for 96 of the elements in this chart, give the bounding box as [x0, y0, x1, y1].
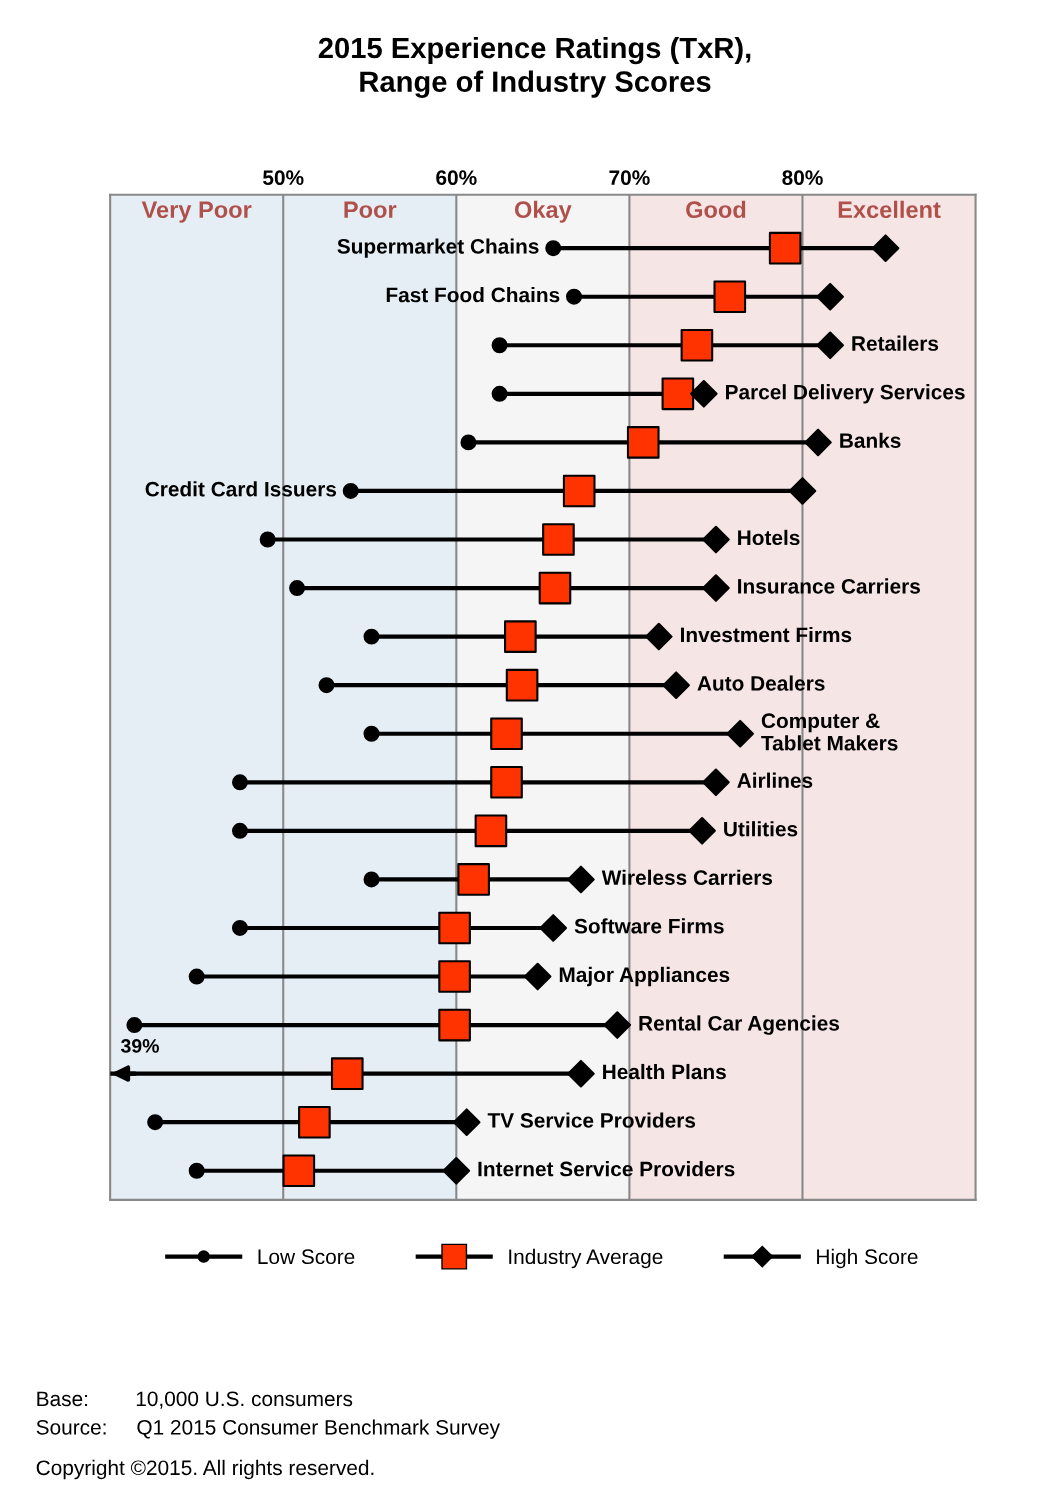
point — [702, 525, 730, 554]
point — [282, 1154, 316, 1188]
chart-title: 2015 Experience Ratings (TxR), Range of Industry Scores — [318, 36, 751, 98]
point — [318, 677, 335, 694]
y-tick-label: Hotels — [738, 529, 800, 546]
point — [816, 282, 844, 311]
text: Copyright ©2015. All rights reserved. — [36, 1459, 374, 1480]
band-label: Poor — [344, 201, 397, 219]
point — [523, 962, 552, 991]
point — [491, 385, 508, 402]
point — [452, 1108, 481, 1137]
point — [363, 871, 380, 888]
band-label: Okay — [514, 200, 572, 223]
point — [661, 377, 695, 411]
x-tick-label: 80% — [782, 170, 823, 186]
legend-label: Low Score — [258, 1249, 355, 1265]
x-tick-label: 50% — [263, 170, 304, 186]
point — [363, 725, 380, 742]
point — [688, 817, 716, 845]
point — [626, 426, 660, 459]
y-tick-label: Wireless Carriers — [601, 869, 773, 886]
band-label: Excellent — [838, 200, 941, 219]
y-tick-label: Computer & Tablet Makers — [761, 713, 898, 751]
point — [363, 628, 380, 645]
legend-label: Industry Average — [509, 1248, 663, 1269]
point — [188, 1162, 205, 1179]
y-tick-label: Retailers — [852, 335, 939, 351]
y-tick-label: Insurance Carriers — [738, 578, 920, 594]
point — [726, 719, 754, 748]
y-tick-label: Parcel Delivery Services — [725, 384, 965, 404]
legend-label: High Score — [817, 1248, 918, 1269]
text: Base: 10,000 U.S. consumers — [37, 1391, 353, 1409]
point — [490, 765, 523, 799]
point — [438, 960, 471, 993]
band-label: Very Poor — [141, 201, 252, 223]
x-tick-label: 60% — [436, 170, 477, 186]
y-tick-label: Banks — [840, 432, 901, 448]
point — [231, 919, 248, 936]
point — [566, 288, 582, 305]
point — [662, 671, 690, 699]
point — [538, 571, 572, 605]
point — [231, 822, 248, 839]
point — [545, 240, 562, 257]
point — [147, 1114, 164, 1131]
y-tick-label: Supermarket Chains — [337, 238, 539, 258]
point — [330, 1057, 364, 1090]
point — [539, 914, 568, 942]
point — [567, 1059, 595, 1088]
point — [342, 482, 359, 499]
point — [567, 865, 595, 894]
y-tick-label: Utilities — [724, 821, 798, 837]
x-tick-label: 70% — [609, 170, 650, 186]
y-tick-label: Auto Dealers — [697, 675, 825, 691]
y-tick-label: Software Firms — [574, 918, 724, 934]
point — [680, 328, 714, 362]
point — [562, 474, 596, 508]
point — [491, 337, 508, 354]
point — [442, 1156, 471, 1185]
point — [231, 774, 248, 791]
point — [126, 1017, 143, 1034]
point — [603, 1011, 632, 1039]
annotation: 39% — [120, 1039, 159, 1053]
point — [542, 523, 575, 556]
y-tick-label: Rental Car Agencies — [639, 1015, 840, 1035]
y-tick-label: Investment Firms — [680, 626, 852, 643]
point — [702, 768, 730, 797]
point — [460, 434, 477, 451]
band-label: Good — [686, 200, 746, 219]
y-tick-label: Fast Food Chains — [386, 287, 560, 303]
point — [474, 814, 508, 848]
y-tick-label: Credit Card Issuers — [145, 481, 337, 497]
point — [713, 280, 747, 314]
point — [690, 380, 718, 408]
y-tick-label: TV Service Providers — [487, 1112, 696, 1128]
point — [490, 717, 523, 751]
point — [298, 1105, 331, 1139]
point — [768, 231, 802, 265]
point — [188, 968, 205, 985]
point — [505, 668, 539, 702]
point — [457, 863, 490, 896]
point — [788, 477, 817, 505]
point — [804, 428, 832, 457]
point — [289, 580, 306, 597]
point — [504, 620, 537, 653]
point — [702, 574, 730, 602]
point — [871, 234, 900, 262]
point — [645, 622, 673, 651]
point — [438, 1008, 471, 1042]
point — [259, 531, 276, 548]
y-tick-label: Health Plans — [603, 1063, 726, 1080]
source-note: Source: Q1 2015 Consumer Benchmark Survey — [36, 1419, 500, 1439]
point — [816, 331, 844, 360]
y-tick-label: Airlines — [737, 772, 813, 788]
point — [438, 911, 471, 945]
y-tick-label: Internet Service Providers — [478, 1161, 735, 1177]
y-tick-label: Major Appliances — [559, 966, 730, 987]
